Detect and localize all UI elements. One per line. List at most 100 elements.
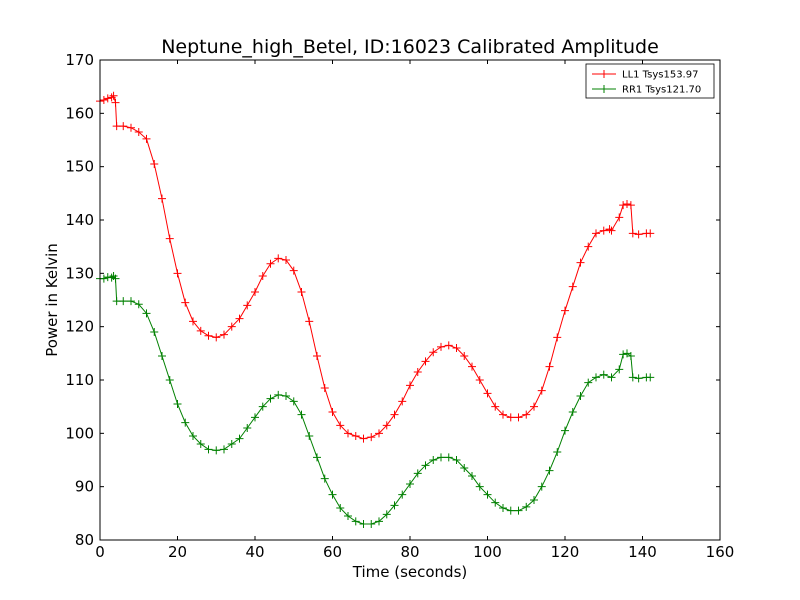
data-point-ll1	[607, 226, 616, 235]
data-point-ll1	[158, 194, 166, 203]
data-point-ll1	[134, 128, 143, 136]
data-point-ll1	[537, 386, 546, 395]
data-point-ll1	[266, 259, 275, 268]
data-point-rr1	[646, 373, 655, 382]
data-point-rr1	[398, 490, 407, 499]
data-point-ll1	[615, 213, 624, 222]
data-point-ll1	[375, 429, 383, 438]
x-tick-label: 100	[473, 543, 502, 561]
data-point-ll1	[103, 94, 112, 103]
data-point-ll1	[475, 376, 484, 384]
data-point-rr1	[119, 297, 128, 306]
data-point-rr1	[421, 461, 430, 470]
data-point-ll1	[305, 317, 314, 326]
data-point-ll1	[522, 410, 531, 419]
data-point-rr1	[212, 446, 221, 455]
data-point-rr1	[506, 506, 515, 515]
data-point-ll1	[646, 229, 655, 238]
data-point-ll1	[444, 341, 453, 350]
data-point-rr1	[196, 440, 205, 448]
y-tick-label: 130	[65, 264, 94, 282]
data-point-rr1	[351, 517, 360, 526]
data-point-rr1	[266, 394, 275, 403]
data-point-ll1	[491, 402, 500, 411]
data-point-ll1	[382, 421, 391, 430]
data-point-ll1	[619, 201, 628, 210]
data-point-ll1	[243, 301, 252, 310]
data-point-rr1	[537, 482, 546, 491]
data-point-ll1	[390, 410, 399, 419]
data-point-rr1	[615, 365, 624, 374]
legend-label-rr1: RR1 Tsys121.70	[622, 85, 701, 96]
data-point-rr1	[475, 482, 484, 491]
data-point-rr1	[429, 456, 438, 464]
x-axis-label: Time (seconds)	[352, 563, 468, 581]
data-point-ll1	[568, 282, 577, 291]
data-point-rr1	[584, 378, 593, 387]
data-point-rr1	[150, 328, 159, 336]
data-point-rr1	[227, 440, 236, 448]
series-layer	[96, 91, 655, 528]
data-point-rr1	[514, 506, 523, 515]
x-tick-label: 60	[323, 543, 342, 561]
data-point-ll1	[437, 342, 445, 351]
data-point-rr1	[576, 392, 585, 400]
data-point-ll1	[359, 434, 368, 443]
data-point-rr1	[382, 510, 391, 519]
data-point-ll1	[499, 410, 507, 419]
data-point-ll1	[413, 368, 422, 376]
data-point-rr1	[491, 498, 500, 507]
data-point-ll1	[506, 413, 515, 422]
data-point-ll1	[235, 314, 244, 323]
data-point-rr1	[251, 413, 259, 422]
data-point-ll1	[111, 98, 120, 107]
data-point-rr1	[634, 374, 643, 383]
data-point-rr1	[483, 490, 492, 499]
data-point-ll1	[576, 258, 585, 267]
data-point-ll1	[99, 96, 108, 104]
data-point-rr1	[107, 273, 116, 282]
data-point-ll1	[634, 230, 643, 239]
data-point-ll1	[553, 333, 562, 342]
data-point-ll1	[328, 408, 337, 416]
data-point-ll1	[127, 123, 135, 132]
data-point-ll1	[460, 352, 469, 360]
data-point-ll1	[628, 229, 637, 238]
data-point-ll1	[142, 134, 151, 143]
y-tick-label: 90	[75, 478, 94, 496]
data-point-rr1	[599, 370, 608, 379]
data-point-rr1	[607, 373, 616, 382]
data-point-rr1	[561, 426, 569, 435]
data-point-ll1	[398, 397, 407, 406]
data-point-rr1	[499, 504, 507, 512]
y-tick-label: 160	[65, 104, 94, 122]
data-point-ll1	[258, 272, 267, 280]
data-point-rr1	[320, 474, 329, 483]
data-point-ll1	[227, 322, 236, 331]
legend: LL1 Tsys153.97 RR1 Tsys121.70	[585, 63, 715, 99]
data-point-ll1	[212, 333, 221, 342]
y-axis-ticks: 80 90 100 110 120 130 140 150 160 170	[65, 51, 720, 549]
data-point-ll1	[592, 229, 600, 238]
x-tick-label: 20	[168, 543, 187, 561]
data-point-rr1	[336, 504, 345, 512]
legend-box	[585, 63, 715, 99]
data-point-rr1	[460, 464, 469, 472]
data-point-ll1	[274, 254, 283, 263]
data-point-ll1	[367, 433, 376, 442]
data-point-rr1	[437, 453, 445, 462]
data-point-rr1	[390, 501, 399, 510]
data-point-ll1	[107, 93, 116, 102]
data-point-rr1	[134, 300, 143, 309]
data-point-rr1	[359, 520, 368, 528]
data-point-rr1	[165, 376, 174, 384]
data-point-ll1	[452, 344, 461, 352]
y-tick-label: 100	[65, 424, 94, 442]
data-point-rr1	[181, 418, 190, 427]
data-point-rr1	[626, 352, 635, 360]
y-tick-label: 80	[75, 531, 94, 549]
y-tick-label: 140	[65, 211, 94, 229]
series-ll1	[96, 91, 655, 443]
data-point-rr1	[99, 274, 108, 283]
